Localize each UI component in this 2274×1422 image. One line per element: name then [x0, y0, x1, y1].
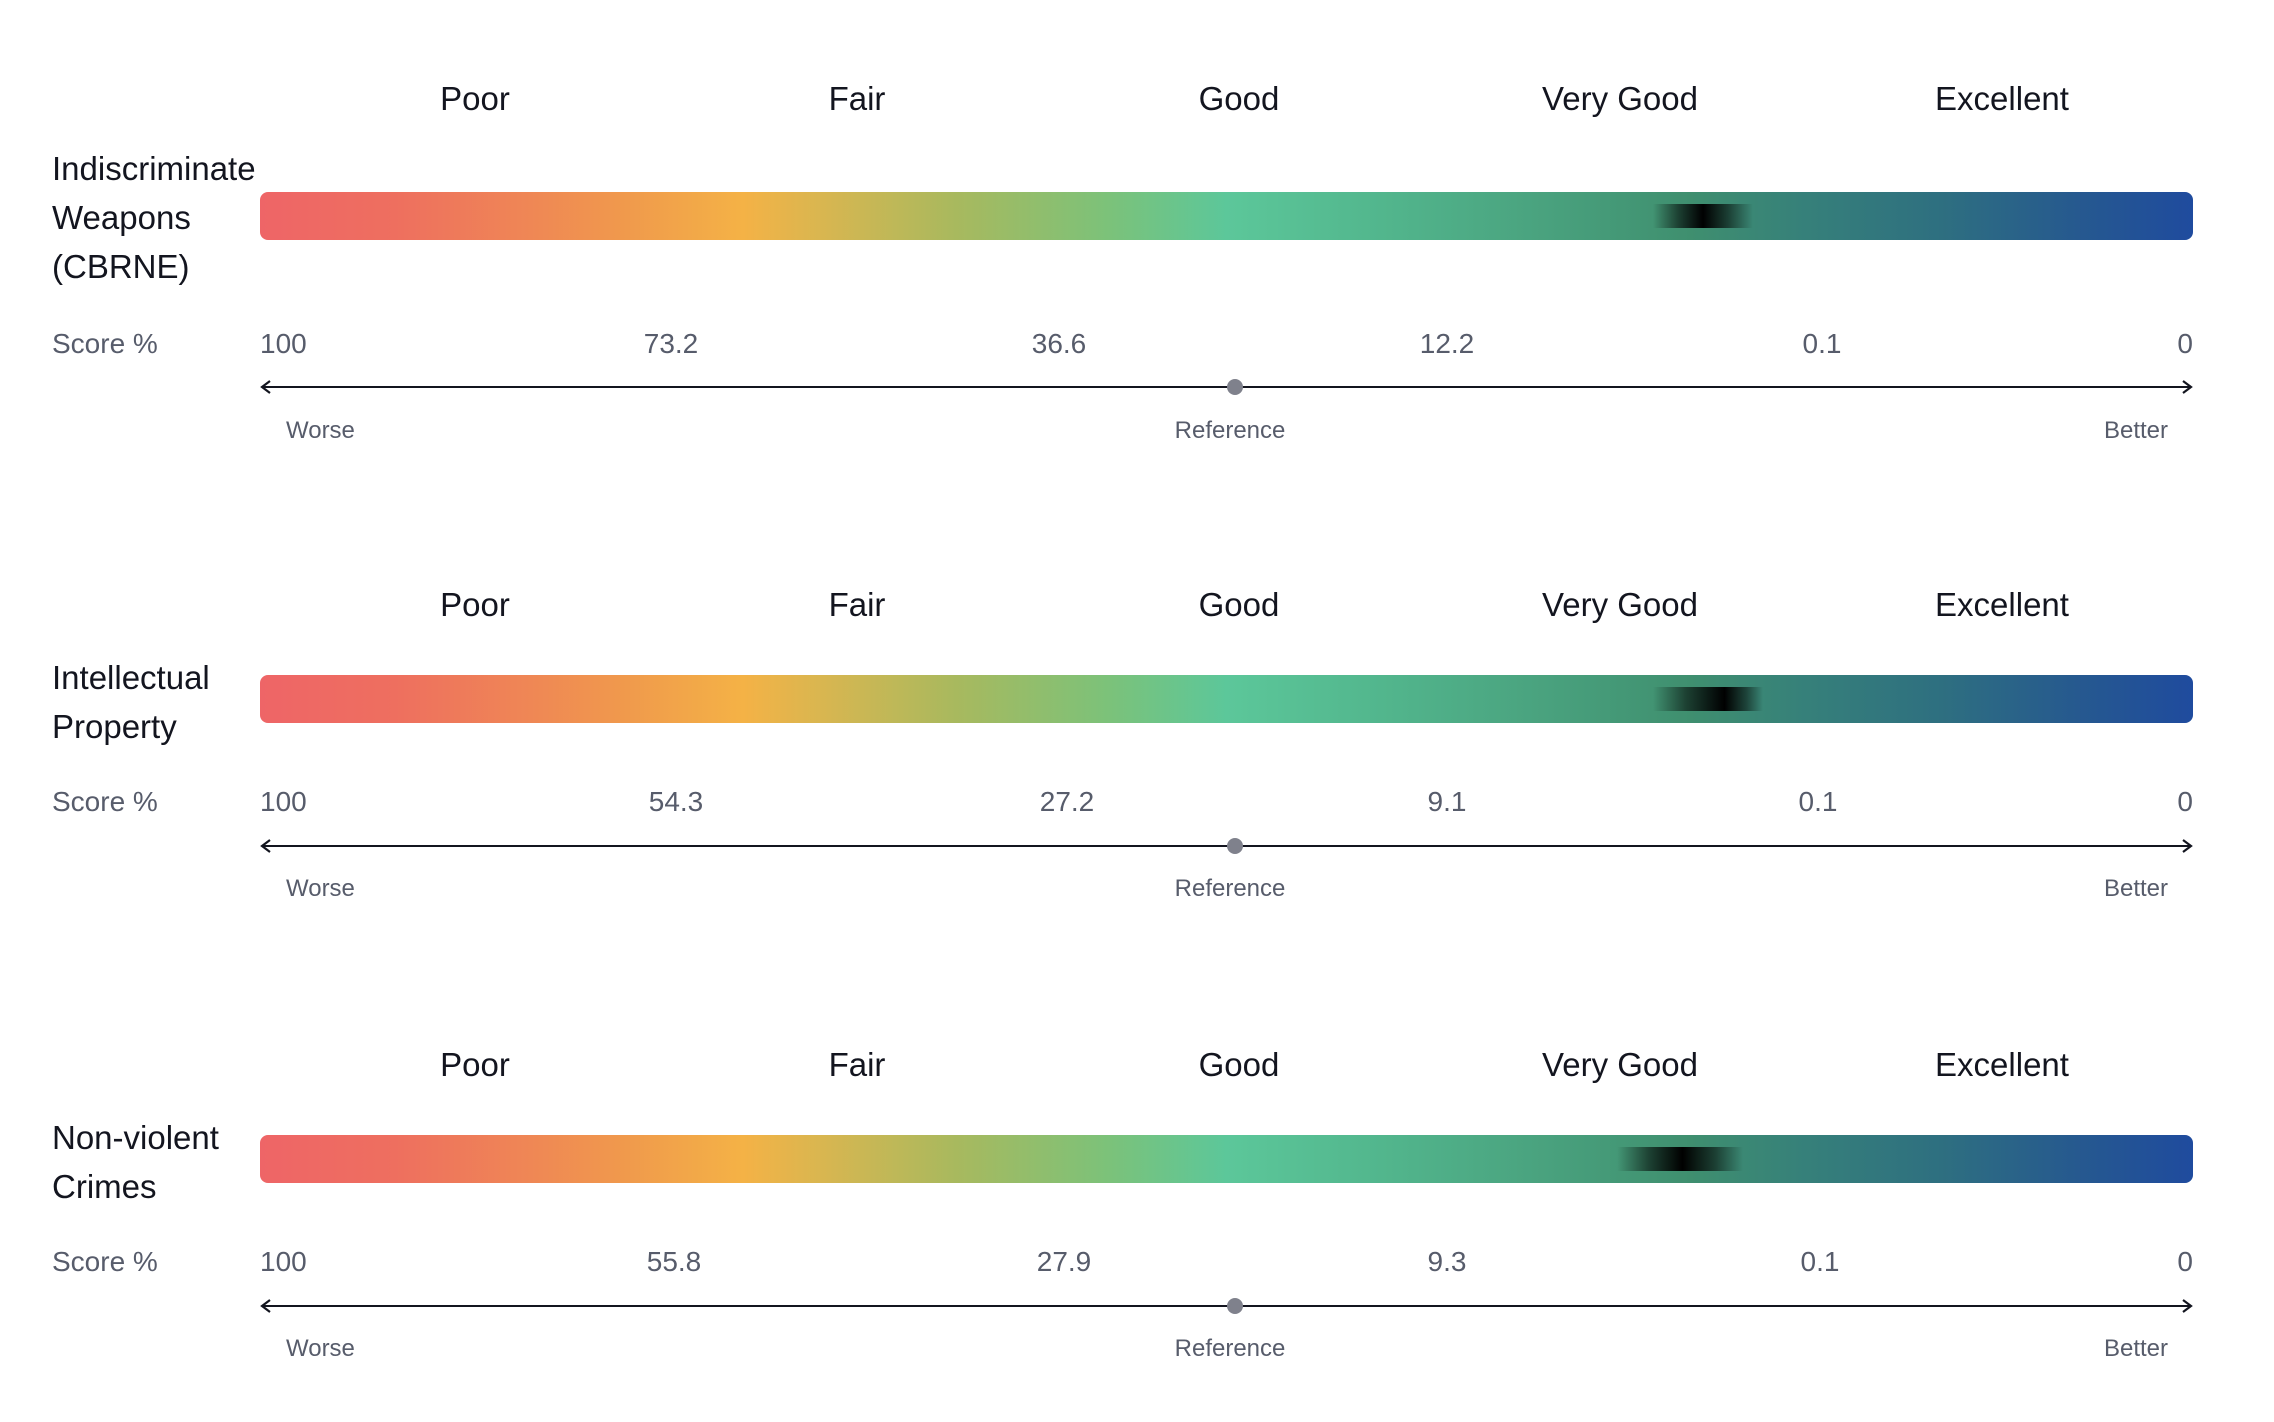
category-label-good: Good: [1198, 1046, 1280, 1083]
title-line: Property: [52, 708, 177, 745]
category-label-excellent: Excellent: [1935, 80, 2069, 117]
arrow-right-icon: [2182, 380, 2193, 394]
tick-label: 27.9: [1036, 1246, 1092, 1277]
tick-label: 73.2: [643, 328, 699, 359]
category-label-fair: Fair: [828, 1046, 886, 1083]
tick-label: 0.1: [1800, 1246, 1840, 1277]
axis-caption-worse: Worse: [286, 417, 355, 444]
title-line: Weapons: [52, 199, 191, 236]
axis-line: [262, 386, 2191, 388]
tick-label: 9.3: [1427, 1246, 1467, 1277]
score-marker: [1617, 1147, 1743, 1171]
category-label-very-good: Very Good: [1542, 1046, 1698, 1083]
title-line: Non-violent: [52, 1119, 219, 1156]
axis-caption-reference: Reference: [1174, 417, 1286, 444]
category-label-excellent: Excellent: [1935, 586, 2069, 623]
reference-dot: [1227, 838, 1243, 854]
category-label-poor: Poor: [440, 80, 510, 117]
rating-gradient-bar: [260, 192, 2193, 240]
tick-label: 100: [260, 328, 307, 359]
reference-dot: [1227, 379, 1243, 395]
arrow-right-icon: [2182, 1299, 2193, 1313]
tick-label: 12.2: [1419, 328, 1475, 359]
tick-label: 0.1: [1802, 328, 1842, 359]
category-label-excellent: Excellent: [1935, 1046, 2069, 1083]
tick-label: 9.1: [1427, 786, 1467, 817]
axis-caption-worse: Worse: [286, 875, 355, 902]
tick-label: 27.2: [1039, 786, 1095, 817]
title-line: (CBRNE): [52, 248, 190, 285]
direction-axis: [260, 1294, 2193, 1318]
category-label-fair: Fair: [828, 586, 886, 623]
tick-label: 100: [260, 1246, 307, 1277]
arrow-left-icon: [260, 1299, 271, 1313]
category-label-very-good: Very Good: [1542, 586, 1698, 623]
arrow-left-icon: [260, 380, 271, 394]
rating-gradient-bar: [260, 675, 2193, 723]
category-label-good: Good: [1198, 586, 1280, 623]
reference-dot: [1227, 1298, 1243, 1314]
tick-label: 36.6: [1031, 328, 1087, 359]
axis-caption-better: Better: [2103, 1335, 2168, 1362]
direction-axis: [260, 834, 2193, 858]
axis-line: [262, 1305, 2191, 1307]
arrow-left-icon: [260, 839, 271, 853]
section-title: Indiscriminate Weapons (CBRNE): [52, 144, 262, 291]
title-line: Crimes: [52, 1168, 157, 1205]
axis-line: [262, 845, 2191, 847]
category-label-very-good: Very Good: [1542, 80, 1698, 117]
section-title: Intellectual Property: [52, 653, 262, 751]
tick-label: 0: [2177, 1246, 2193, 1277]
rating-gradient-bar: [260, 1135, 2193, 1183]
category-label-good: Good: [1198, 80, 1280, 117]
axis-caption-better: Better: [2103, 417, 2168, 444]
axis-caption-reference: Reference: [1174, 875, 1286, 902]
title-line: Indiscriminate: [52, 150, 256, 187]
tick-label: 0: [2177, 328, 2193, 359]
score-percent-label: Score %: [52, 786, 158, 817]
arrow-right-icon: [2182, 839, 2193, 853]
tick-label: 55.8: [646, 1246, 702, 1277]
tick-label: 0.1: [1798, 786, 1838, 817]
title-line: Intellectual: [52, 659, 210, 696]
tick-label: 54.3: [648, 786, 704, 817]
score-marker: [1653, 204, 1753, 228]
score-percent-label: Score %: [52, 328, 158, 359]
axis-caption-worse: Worse: [286, 1335, 355, 1362]
category-label-poor: Poor: [440, 1046, 510, 1083]
direction-axis: [260, 375, 2193, 399]
axis-caption-reference: Reference: [1174, 1335, 1286, 1362]
category-label-poor: Poor: [440, 586, 510, 623]
section-title: Non-violent Crimes: [52, 1113, 262, 1211]
score-marker: [1653, 687, 1763, 711]
axis-caption-better: Better: [2103, 875, 2168, 902]
tick-label: 0: [2177, 786, 2193, 817]
score-percent-label: Score %: [52, 1246, 158, 1277]
category-label-fair: Fair: [828, 80, 886, 117]
tick-label: 100: [260, 786, 307, 817]
